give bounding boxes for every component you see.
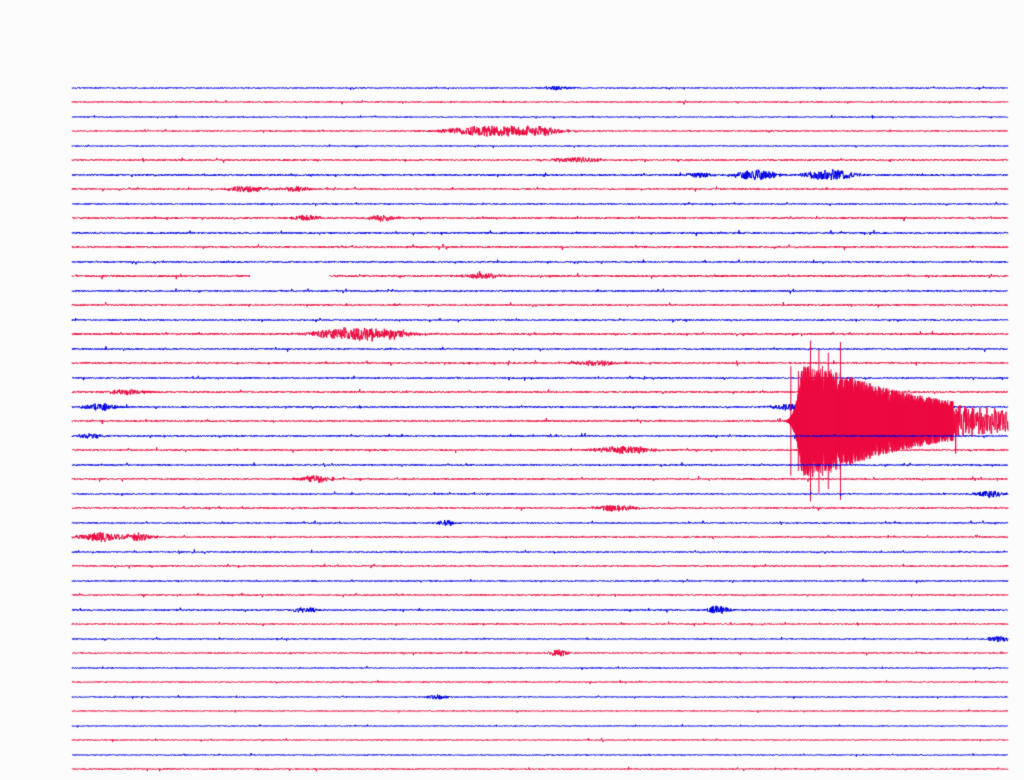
seismogram-page: HI Neapoli, Lakonia Applied filter: WWSS… [0,0,1024,780]
seismogram-traces [0,0,1024,780]
